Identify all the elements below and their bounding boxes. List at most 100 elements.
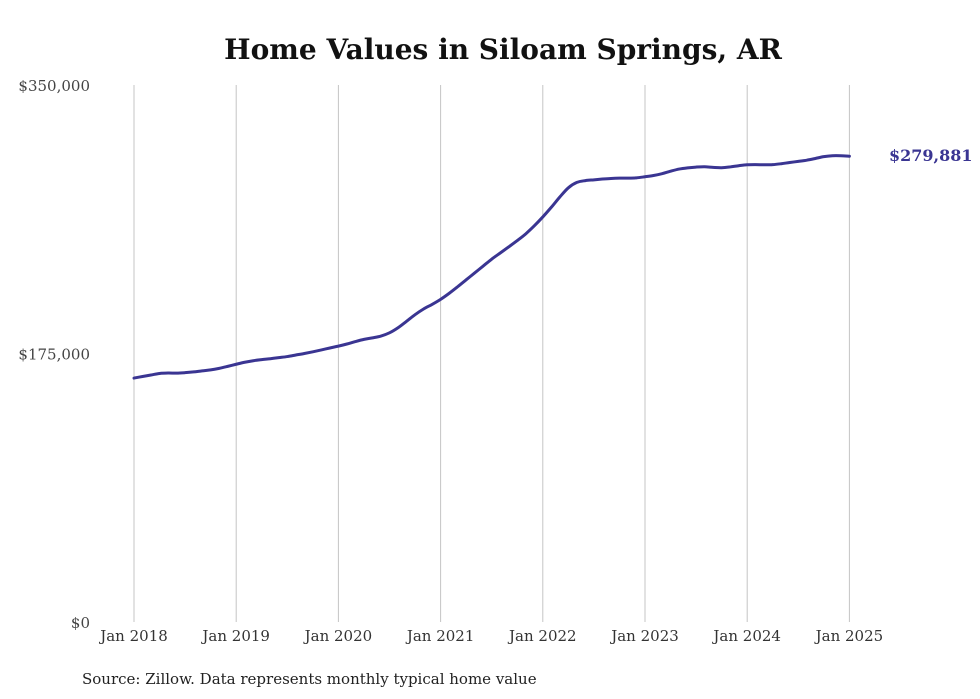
- data-point: [550, 206, 553, 209]
- data-point: [209, 368, 212, 371]
- data-point: [414, 313, 417, 316]
- data-point: [303, 352, 306, 355]
- data-point: [150, 373, 153, 376]
- data-point: [695, 166, 698, 169]
- data-point: [294, 354, 297, 357]
- data-point: [243, 361, 246, 364]
- end-value-label: $279,881: [889, 146, 973, 165]
- data-point: [601, 178, 604, 181]
- data-point: [141, 375, 144, 378]
- data-point: [737, 164, 740, 167]
- data-point: [260, 358, 263, 361]
- data-point: [720, 166, 723, 169]
- data-point: [175, 372, 178, 375]
- data-point: [703, 165, 706, 168]
- data-point: [397, 326, 400, 329]
- data-point: [499, 252, 502, 255]
- data-point: [405, 320, 408, 323]
- data-point: [362, 338, 365, 341]
- data-point: [575, 181, 578, 184]
- data-point: [192, 370, 195, 373]
- data-point: [277, 356, 280, 359]
- data-point: [746, 163, 749, 166]
- chart-title: Home Values in Siloam Springs, AR: [224, 33, 782, 66]
- data-point: [201, 369, 204, 372]
- data-point: [226, 365, 229, 368]
- data-point: [788, 161, 791, 164]
- data-point: [618, 177, 621, 180]
- data-point: [490, 258, 493, 261]
- x-tick-label: Jan 2019: [200, 627, 270, 645]
- grid-lines: [133, 85, 850, 622]
- data-point: [158, 372, 161, 375]
- data-point: [797, 160, 800, 163]
- data-point: [644, 175, 647, 178]
- data-point: [354, 340, 357, 343]
- data-point: [473, 271, 476, 274]
- data-point: [661, 172, 664, 175]
- data-point: [311, 350, 314, 353]
- data-point: [584, 179, 587, 182]
- data-point: [848, 155, 851, 158]
- data-point: [839, 154, 842, 157]
- data-point: [252, 359, 255, 362]
- data-point: [805, 159, 808, 162]
- data-point: [652, 174, 655, 177]
- data-point: [465, 278, 468, 281]
- data-point: [780, 162, 783, 165]
- data-point: [822, 155, 825, 158]
- data-point: [371, 336, 374, 339]
- data-point: [379, 335, 382, 338]
- data-point: [133, 377, 136, 380]
- data-point: [269, 357, 272, 360]
- data-point: [669, 170, 672, 173]
- data-point: [609, 177, 612, 180]
- x-tick-label: Jan 2025: [814, 627, 884, 645]
- data-point: [388, 331, 391, 334]
- y-tick-label: $350,000: [18, 77, 90, 95]
- series-group: $279,881: [132, 146, 973, 380]
- data-point: [524, 232, 527, 235]
- x-tick-label: Jan 2018: [98, 627, 168, 645]
- data-point: [541, 215, 544, 218]
- y-axis: $0 $175,000 $350,000: [18, 77, 90, 632]
- data-point: [516, 239, 519, 242]
- data-point: [422, 308, 425, 311]
- data-point: [448, 292, 451, 295]
- data-point: [831, 154, 834, 157]
- data-point: [482, 265, 485, 268]
- data-point: [558, 196, 561, 199]
- data-point: [286, 355, 289, 358]
- data-point: [439, 298, 442, 301]
- data-point: [763, 163, 766, 166]
- data-point: [320, 348, 323, 351]
- data-point: [533, 224, 536, 227]
- data-point: [345, 342, 348, 345]
- data-point: [567, 186, 570, 189]
- y-tick-label: $175,000: [18, 346, 90, 364]
- y-tick-label: $0: [71, 614, 90, 632]
- x-tick-label: Jan 2022: [507, 627, 577, 645]
- series-line: [132, 154, 851, 380]
- source-note: Source: Zillow. Data represents monthly …: [82, 670, 537, 688]
- data-point: [235, 363, 238, 366]
- data-point: [814, 157, 817, 160]
- data-point: [507, 245, 510, 248]
- data-point: [328, 346, 331, 349]
- data-point: [686, 166, 689, 169]
- x-tick-label: Jan 2020: [303, 627, 373, 645]
- x-axis: Jan 2018 Jan 2019 Jan 2020 Jan 2021 Jan 2022…: [98, 627, 883, 645]
- data-point: [337, 345, 340, 348]
- x-tick-label: Jan 2021: [405, 627, 475, 645]
- data-point: [456, 285, 459, 288]
- data-point: [626, 177, 629, 180]
- data-point: [635, 176, 638, 179]
- data-point: [712, 166, 715, 169]
- data-point: [184, 371, 187, 374]
- data-point: [678, 168, 681, 171]
- data-point: [431, 303, 434, 306]
- x-tick-label: Jan 2023: [609, 627, 679, 645]
- data-point: [729, 165, 732, 168]
- data-point: [218, 367, 221, 370]
